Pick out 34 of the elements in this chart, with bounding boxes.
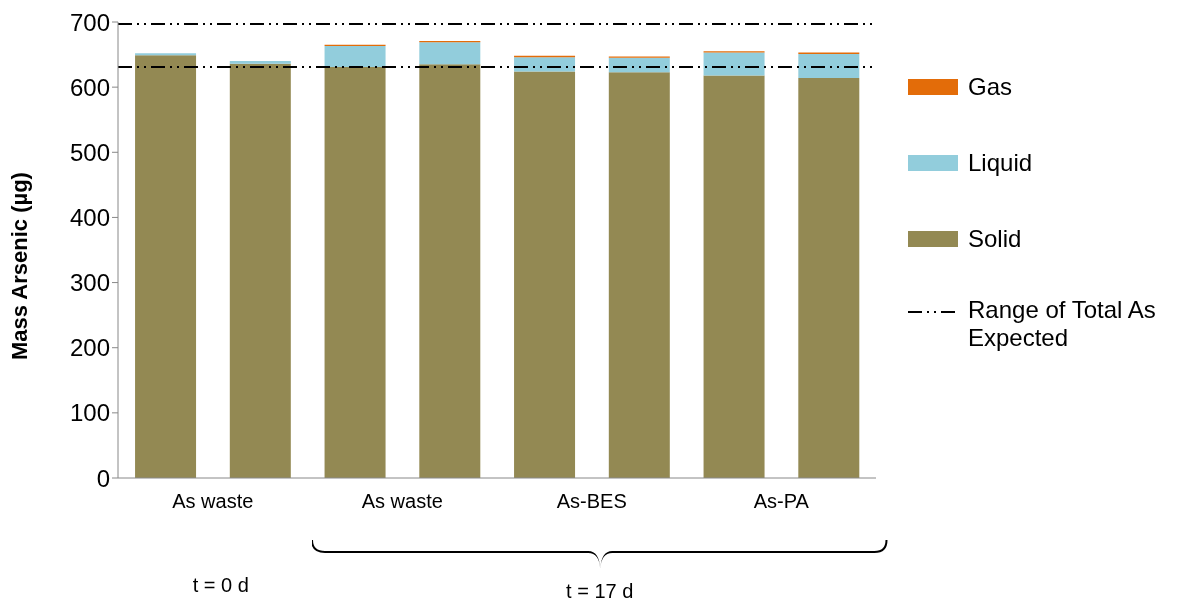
legend-label: Solid (968, 225, 1022, 253)
bar (135, 55, 197, 478)
y-tick-label: 600 (69, 73, 110, 101)
legend-label: Liquid (968, 149, 1033, 177)
legend-label: Range of Total As Expected (968, 296, 1157, 352)
y-tick-label: 700 (69, 8, 110, 36)
bar (608, 72, 670, 478)
bar (419, 64, 481, 478)
bar (419, 42, 481, 65)
bar (608, 57, 670, 73)
y-tick-label: 100 (69, 399, 110, 427)
bar (229, 63, 291, 478)
x-tick-label: As waste (361, 490, 443, 512)
bar (324, 46, 386, 67)
y-tick-label: 0 (96, 464, 110, 492)
x-tick-label: As-PA (753, 490, 810, 512)
text: t = 17 d (565, 580, 635, 603)
bar (798, 53, 860, 79)
y-axis-title: Mass Arsenic (µg) (6, 172, 32, 360)
x-tick-label: As-BES (556, 490, 627, 512)
x-tick-label: As waste (172, 490, 254, 512)
bar (324, 66, 386, 478)
bar (229, 61, 291, 64)
bar (703, 52, 765, 76)
legend-label: Gas (968, 73, 1013, 101)
y-tick-label: 300 (69, 269, 110, 297)
bar (703, 75, 765, 478)
y-tick-label: 200 (69, 334, 110, 362)
y-tick-label: 500 (69, 138, 110, 166)
y-tick-label: 400 (69, 203, 110, 231)
bar (514, 57, 576, 72)
bar (514, 71, 576, 478)
bar (798, 78, 860, 478)
text: t = 0 d (191, 574, 250, 597)
